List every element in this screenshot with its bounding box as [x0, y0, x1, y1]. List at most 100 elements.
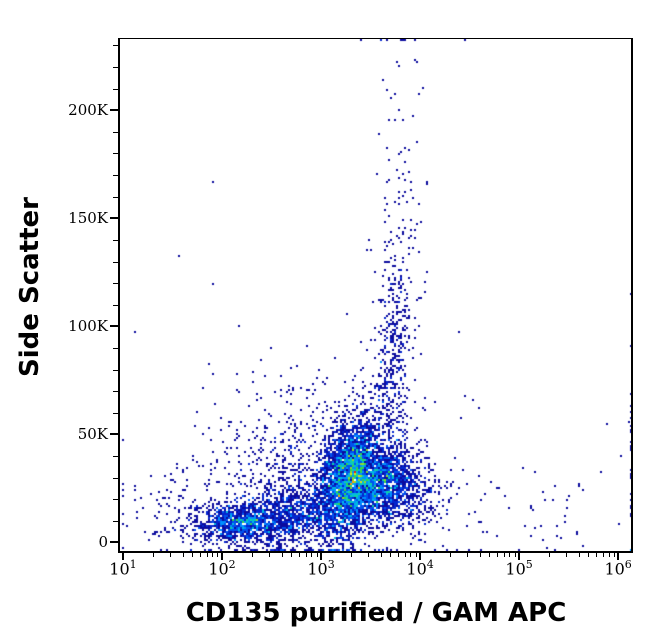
x-major-tick [320, 553, 323, 560]
x-tick-label-base: 10 [307, 559, 328, 579]
x-minor-tick [368, 553, 370, 557]
y-tick-label: 200K [68, 101, 108, 120]
y-minor-tick [113, 175, 118, 177]
y-minor-tick [113, 455, 118, 457]
y-tick-label: 150K [68, 209, 108, 228]
x-tick-label-base: 10 [208, 559, 229, 579]
y-tick-label: 50K [77, 425, 108, 444]
x-minor-tick [578, 553, 580, 557]
x-minor-tick [380, 553, 382, 557]
y-major-tick [110, 217, 118, 220]
x-minor-tick [497, 553, 499, 557]
x-tick-label: 102 [208, 559, 235, 577]
x-minor-tick [291, 553, 293, 557]
x-tick-label-exponent: 4 [426, 558, 434, 571]
x-minor-tick [206, 553, 208, 557]
x-tick-label-exponent: 5 [525, 558, 533, 571]
x-tick-label-exponent: 2 [228, 558, 236, 571]
x-minor-tick [192, 553, 194, 557]
x-minor-tick [350, 553, 352, 557]
x-minor-tick [602, 553, 604, 557]
x-tick-label: 104 [406, 559, 433, 577]
y-minor-tick [113, 196, 118, 198]
x-minor-tick [404, 553, 406, 557]
y-minor-tick [113, 283, 118, 285]
y-major-tick [110, 109, 118, 112]
y-minor-tick [113, 153, 118, 155]
y-minor-tick [113, 477, 118, 479]
y-tick-label: 100K [68, 317, 108, 336]
y-minor-tick [113, 499, 118, 501]
y-minor-tick [113, 369, 118, 371]
x-major-tick [518, 553, 521, 560]
x-tick-label: 106 [604, 559, 631, 577]
x-minor-tick [449, 553, 451, 557]
x-minor-tick [566, 553, 568, 557]
y-minor-tick [113, 391, 118, 393]
density-plot-canvas [120, 39, 631, 551]
x-tick-label-exponent: 3 [327, 558, 335, 571]
x-minor-tick [398, 553, 400, 557]
x-minor-tick [316, 553, 318, 557]
y-major-tick [110, 325, 118, 328]
x-major-tick [121, 553, 124, 560]
x-minor-tick [509, 553, 511, 557]
x-tick-label-base: 10 [505, 559, 526, 579]
x-minor-tick [182, 553, 184, 557]
x-minor-tick [305, 553, 307, 557]
x-minor-tick [217, 553, 219, 557]
x-minor-tick [281, 553, 283, 557]
x-minor-tick [489, 553, 491, 557]
x-minor-tick [596, 553, 598, 557]
y-minor-tick [113, 261, 118, 263]
x-tick-label-exponent: 1 [129, 558, 137, 571]
x-tick-label: 105 [505, 559, 532, 577]
x-axis-line [118, 551, 633, 553]
x-minor-tick [588, 553, 590, 557]
y-minor-tick [113, 239, 118, 241]
x-major-tick [419, 553, 422, 560]
x-minor-tick [269, 553, 271, 557]
x-minor-tick [212, 553, 214, 557]
y-minor-tick [113, 520, 118, 522]
y-minor-tick [113, 347, 118, 349]
x-minor-tick [415, 553, 417, 557]
y-minor-tick [113, 45, 118, 47]
y-major-tick [110, 433, 118, 436]
x-minor-tick [503, 553, 505, 557]
x-minor-tick [390, 553, 392, 557]
x-tick-label-exponent: 6 [624, 558, 632, 571]
y-minor-tick [113, 412, 118, 414]
y-minor-tick [113, 304, 118, 306]
x-minor-tick [251, 553, 253, 557]
y-minor-tick [113, 67, 118, 69]
x-minor-tick [170, 553, 172, 557]
x-minor-tick [410, 553, 412, 557]
x-tick-label: 103 [307, 559, 334, 577]
x-minor-tick [152, 553, 154, 557]
y-minor-tick [113, 88, 118, 90]
x-minor-tick [299, 553, 301, 557]
x-major-tick [617, 553, 620, 560]
x-minor-tick [548, 553, 550, 557]
plot-right-border [631, 38, 633, 553]
y-tick-label: 0 [98, 533, 108, 552]
x-minor-tick [613, 553, 615, 557]
y-axis-title: Side Scatter [15, 197, 45, 377]
x-tick-label: 101 [109, 559, 136, 577]
x-major-tick [221, 553, 223, 560]
x-axis-title: CD135 purified / GAM APC [185, 598, 567, 628]
x-minor-tick [608, 553, 610, 557]
y-axis-line [118, 38, 120, 553]
x-minor-tick [514, 553, 516, 557]
x-tick-label-base: 10 [604, 559, 625, 579]
y-major-tick [110, 541, 118, 544]
x-tick-label-base: 10 [406, 559, 427, 579]
x-minor-tick [467, 553, 469, 557]
x-tick-label-base: 10 [109, 559, 130, 579]
y-minor-tick [113, 131, 118, 133]
x-minor-tick [479, 553, 481, 557]
x-minor-tick [311, 553, 313, 557]
x-minor-tick [200, 553, 202, 557]
